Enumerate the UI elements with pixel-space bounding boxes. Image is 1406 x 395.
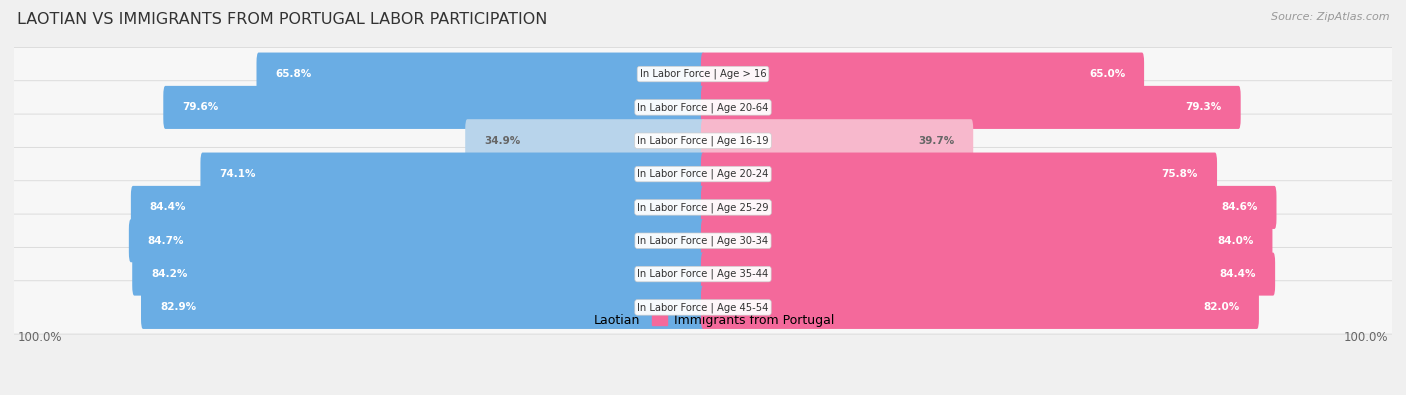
FancyBboxPatch shape [13,114,1393,167]
FancyBboxPatch shape [702,219,1272,262]
FancyBboxPatch shape [201,152,704,196]
FancyBboxPatch shape [13,214,1393,267]
Text: 84.6%: 84.6% [1222,202,1257,213]
Text: 65.0%: 65.0% [1088,69,1125,79]
Text: In Labor Force | Age 16-19: In Labor Force | Age 16-19 [637,135,769,146]
FancyBboxPatch shape [13,247,1393,301]
Text: 100.0%: 100.0% [1344,331,1389,344]
FancyBboxPatch shape [702,286,1258,329]
FancyBboxPatch shape [702,152,1218,196]
Text: In Labor Force | Age 20-64: In Labor Force | Age 20-64 [637,102,769,113]
FancyBboxPatch shape [129,219,704,262]
FancyBboxPatch shape [256,53,704,96]
FancyBboxPatch shape [141,286,704,329]
FancyBboxPatch shape [132,252,704,295]
FancyBboxPatch shape [702,119,973,162]
Text: LAOTIAN VS IMMIGRANTS FROM PORTUGAL LABOR PARTICIPATION: LAOTIAN VS IMMIGRANTS FROM PORTUGAL LABO… [17,12,547,27]
Text: 84.4%: 84.4% [150,202,187,213]
Text: In Labor Force | Age > 16: In Labor Force | Age > 16 [640,69,766,79]
Text: 74.1%: 74.1% [219,169,256,179]
FancyBboxPatch shape [13,181,1393,234]
Text: In Labor Force | Age 35-44: In Labor Force | Age 35-44 [637,269,769,279]
Text: 84.2%: 84.2% [152,269,187,279]
Text: 84.7%: 84.7% [148,236,184,246]
FancyBboxPatch shape [13,47,1393,101]
Text: 39.7%: 39.7% [918,136,955,146]
Text: In Labor Force | Age 45-54: In Labor Force | Age 45-54 [637,302,769,313]
Text: 84.4%: 84.4% [1219,269,1256,279]
Text: Source: ZipAtlas.com: Source: ZipAtlas.com [1271,12,1389,22]
FancyBboxPatch shape [13,147,1393,201]
Text: 79.3%: 79.3% [1185,102,1222,113]
Legend: Laotian, Immigrants from Portugal: Laotian, Immigrants from Portugal [567,309,839,332]
FancyBboxPatch shape [465,119,704,162]
Text: 82.0%: 82.0% [1204,303,1240,312]
Text: 84.0%: 84.0% [1218,236,1254,246]
FancyBboxPatch shape [131,186,704,229]
Text: 75.8%: 75.8% [1161,169,1198,179]
Text: 65.8%: 65.8% [276,69,312,79]
FancyBboxPatch shape [702,53,1144,96]
Text: In Labor Force | Age 25-29: In Labor Force | Age 25-29 [637,202,769,213]
FancyBboxPatch shape [163,86,704,129]
Text: In Labor Force | Age 20-24: In Labor Force | Age 20-24 [637,169,769,179]
FancyBboxPatch shape [13,81,1393,134]
Text: 82.9%: 82.9% [160,303,195,312]
Text: 34.9%: 34.9% [484,136,520,146]
Text: 100.0%: 100.0% [17,331,62,344]
FancyBboxPatch shape [702,252,1275,295]
FancyBboxPatch shape [13,281,1393,334]
FancyBboxPatch shape [702,86,1240,129]
Text: In Labor Force | Age 30-34: In Labor Force | Age 30-34 [637,235,769,246]
Text: 79.6%: 79.6% [183,102,218,113]
FancyBboxPatch shape [702,186,1277,229]
